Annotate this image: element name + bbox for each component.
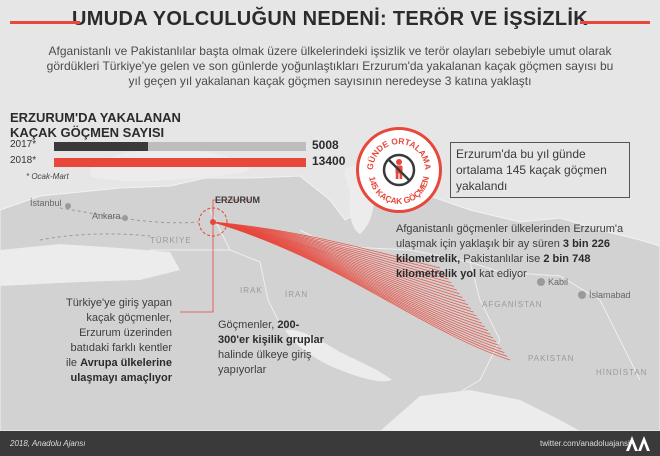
bar-year-label: 2017* — [10, 139, 37, 150]
country-iraq: IRAK — [240, 286, 263, 295]
country-iran: İRAN — [285, 290, 309, 299]
page-title: UMUDA YOLCULUĞUN NEDENİ: TERÖR VE İŞSİZL… — [72, 8, 588, 30]
country-afghanistan: AFGANİSTAN — [482, 300, 543, 309]
aa-logo-icon — [626, 436, 650, 451]
route-line — [212, 221, 443, 273]
chart-title-line-2: KAÇAK GÖÇMEN SAYISI — [10, 125, 165, 140]
route-line — [212, 221, 511, 361]
country-turkey: TÜRKİYE — [150, 236, 192, 245]
bar-value-label: 5008 — [312, 138, 339, 152]
europe-note-bold: Avrupa ülkelerine ulaşmayı amaçlıyor — [70, 357, 172, 384]
chart-title: ERZURUM'DA YAKALANAN KAÇAK GÖÇMEN SAYISI — [10, 110, 181, 140]
route-distance-note: Afganistanlı göçmenler ülkelerinden Erzu… — [396, 222, 646, 282]
country-india: HİNDİSTAN — [596, 368, 648, 377]
route-note-pakistan-distance: 2 bin 748 kilometrelik yol — [396, 253, 591, 280]
title-rule-right — [580, 21, 650, 24]
route-note-middle: Pakistanlılar ise — [460, 253, 544, 265]
arabian-sea — [380, 390, 580, 431]
borders — [150, 209, 641, 393]
badge-top-text: GÜNDE ORTALAMA — [365, 136, 433, 170]
chart-footnote: * Ocak-Mart — [26, 172, 69, 181]
footer-bar — [0, 431, 660, 456]
country-pakistan: PAKİSTAN — [528, 354, 575, 363]
city-erzurum: ERZURUM — [215, 195, 260, 205]
groups-note-prefix: Göçmenler, — [218, 319, 278, 331]
bar-track — [54, 158, 306, 167]
bar-2017 — [54, 142, 149, 151]
mediterranean-sea — [0, 244, 180, 286]
region-map — [0, 175, 660, 431]
bar-year-label: 2018* — [10, 155, 37, 166]
bar-2018 — [54, 158, 306, 167]
daily-average-badge: GÜNDE ORTALAMA 145 KAÇAK GÖÇMEN — [356, 127, 442, 213]
kabul-marker — [537, 278, 545, 286]
intro-text: Afganistanlı ve Pakistanlılar başta olma… — [46, 44, 614, 88]
city-islamabad: İslamabad — [589, 290, 631, 300]
badge-bottom-text: 145 KAÇAK GÖÇMEN — [367, 175, 431, 206]
footer-credit: 2018, Anadolu Ajansı — [10, 439, 86, 448]
route-line — [212, 221, 441, 269]
groups-leader-line — [180, 222, 214, 313]
islamabad-marker — [578, 291, 586, 299]
route-note-afghan-distance: 3 bin 226 kilometrelik, — [396, 238, 610, 265]
city-istanbul: İstanbul — [30, 198, 62, 208]
title-rule-left — [10, 21, 80, 24]
city-ankara: Ankara — [92, 211, 121, 221]
badge-note: Erzurum'da bu yıl günde ortalama 145 kaç… — [450, 142, 630, 198]
groups-note: Göçmenler, 200-300'er kişilik gruplar ha… — [218, 318, 330, 378]
crossed-person-icon — [382, 153, 416, 187]
city-kabul: Kabil — [548, 277, 569, 287]
bar-value-label: 13400 — [312, 154, 346, 168]
europe-note: Türkiye'ye giriş yapan kaçak göçmenler, … — [60, 296, 172, 386]
chart-title-line-1: ERZURUM'DA YAKALANAN — [10, 110, 181, 125]
migration-routes — [212, 221, 511, 361]
bar-track — [54, 142, 306, 151]
route-note-prefix: Afganistanlı göçmenler ülkelerinden Erzu… — [396, 223, 624, 250]
europe-note-prefix: Türkiye'ye giriş yapan kaçak göçmenler, … — [65, 297, 172, 369]
erzurum-leader-line — [212, 199, 250, 222]
groups-note-suffix: halinde ülkeye giriş yapıyorlar — [218, 349, 312, 376]
westward-route-south — [39, 233, 151, 241]
ankara-marker — [122, 215, 128, 221]
persian-gulf — [285, 329, 392, 382]
route-note-suffix: kat ediyor — [476, 268, 527, 280]
badge-graphic: GÜNDE ORTALAMA 145 KAÇAK GÖÇMEN — [365, 136, 433, 206]
twitter-link[interactable]: twitter.com/anadoluajansi — [540, 439, 630, 448]
groups-note-bold: 200-300'er kişilik gruplar — [218, 319, 324, 346]
istanbul-marker — [65, 203, 71, 209]
